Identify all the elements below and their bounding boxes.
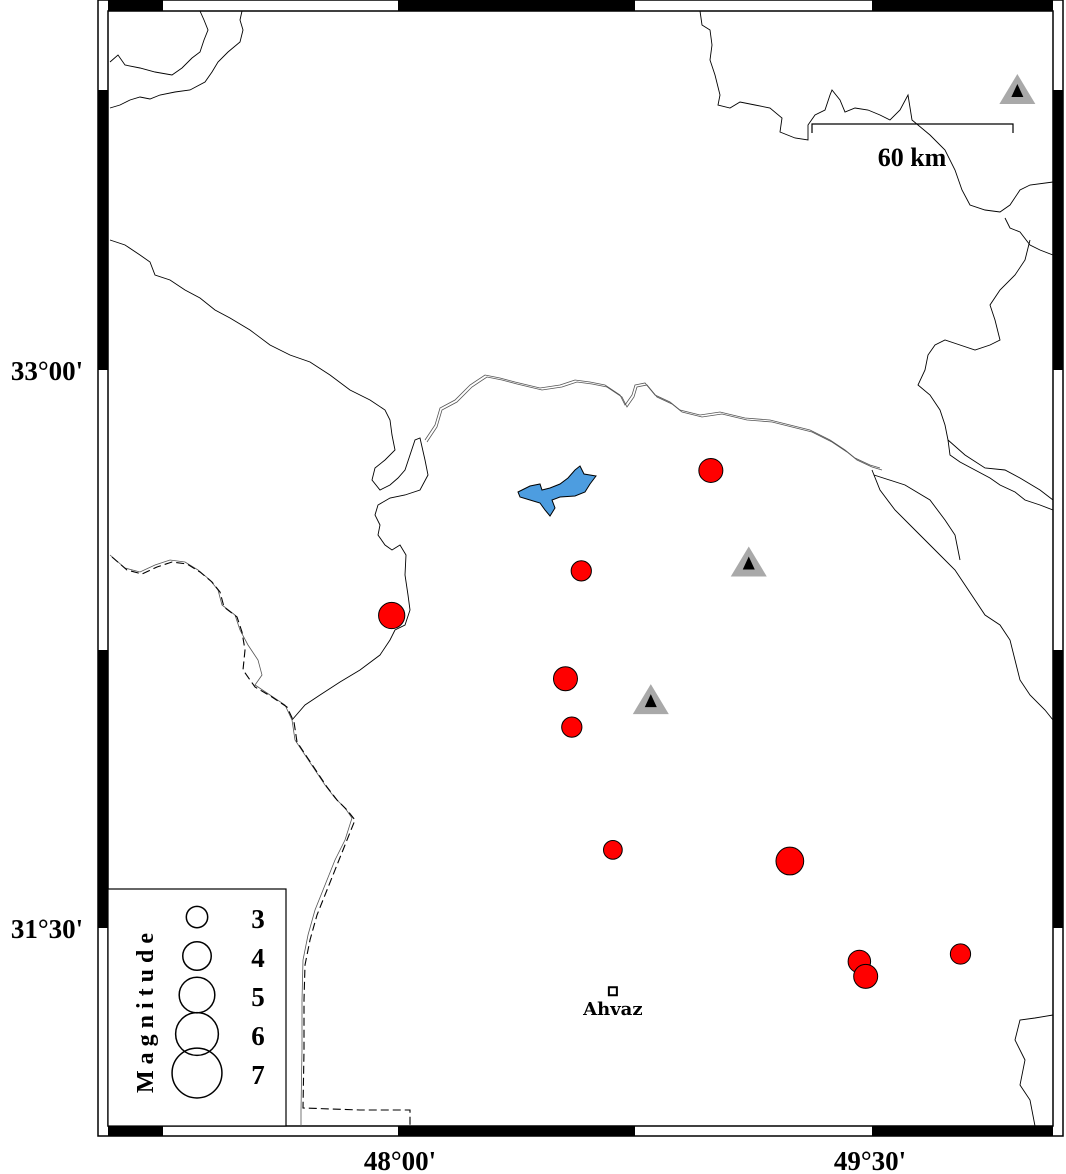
scale-bar-label: 60 km	[878, 143, 947, 172]
legend-label-3: 3	[251, 904, 265, 934]
city-label: Ahvaz	[582, 999, 642, 1020]
magnitude-legend: Magnitude 3 4 5 6 7	[107, 888, 287, 1127]
stations-layer	[632, 74, 1036, 715]
lat-label-33: 33°00'	[11, 356, 83, 386]
earthquake-event-10	[949, 943, 972, 965]
boundaries	[109, 10, 1054, 1127]
earthquake-event-9	[853, 963, 879, 989]
scale-bar: 60 km	[811, 123, 1014, 172]
lake	[517, 465, 597, 517]
lon-label-48: 48°00'	[364, 1146, 436, 1174]
earthquake-event-7	[775, 846, 805, 876]
city-marker-icon	[607, 986, 618, 997]
earthquake-event-1	[698, 457, 724, 483]
earthquake-event-4	[552, 666, 578, 692]
legend-label-6: 6	[251, 1021, 265, 1051]
legend-circle-6	[174, 1011, 220, 1057]
earthquake-event-5	[561, 716, 583, 738]
lon-label-49-30: 49°30'	[834, 1146, 906, 1174]
legend-label-5: 5	[251, 982, 265, 1012]
legend-label-7: 7	[251, 1060, 265, 1090]
legend-label-4: 4	[251, 943, 265, 973]
legend-circle-7	[171, 1047, 223, 1099]
seismic-station-icon	[999, 74, 1036, 104]
legend-circle-4	[182, 941, 212, 971]
earthquake-event-2	[570, 560, 592, 582]
events-layer	[378, 457, 972, 989]
seismic-station-icon	[632, 684, 669, 715]
seismic-station-icon	[730, 546, 767, 577]
earthquake-event-6	[603, 840, 623, 860]
city-ahvaz: Ahvaz	[582, 986, 643, 1020]
legend-title: Magnitude	[133, 927, 159, 1093]
earthquake-event-3	[378, 601, 406, 630]
legend-circle-3	[185, 905, 209, 929]
lat-label-31-30: 31°30'	[11, 914, 83, 944]
